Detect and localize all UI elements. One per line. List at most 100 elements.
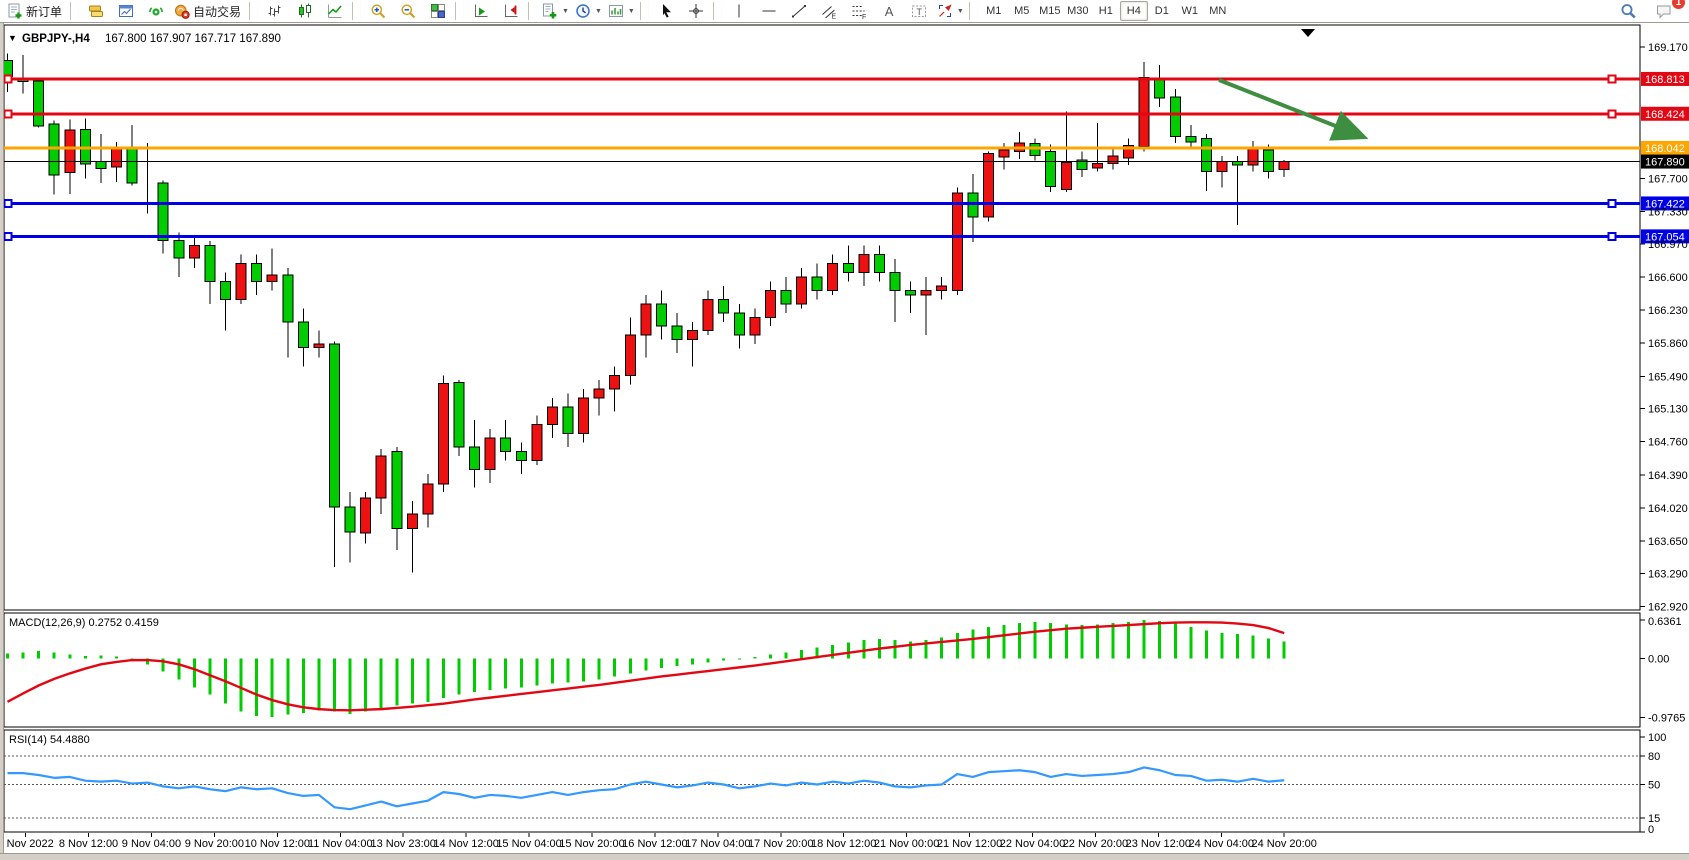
zoom-in-button[interactable] — [363, 0, 393, 22]
open-chart-button[interactable] — [111, 0, 141, 22]
candlestick — [687, 321, 699, 367]
chart-shift-marker-icon[interactable] — [1301, 29, 1315, 37]
trendline-button[interactable] — [784, 0, 814, 22]
price-axis[interactable]: 169.170 167.700 167.330 166.970 166.600 166.2… — [1640, 42, 1688, 613]
search-button[interactable] — [1613, 0, 1643, 22]
cursor-icon — [662, 4, 671, 18]
line-chart-button[interactable] — [320, 0, 350, 22]
price-axis-label: 167.330 — [1648, 207, 1688, 219]
tile-windows-icon — [431, 4, 446, 18]
arrows-button[interactable]: ▼ — [934, 0, 967, 22]
indicators-icon — [543, 3, 557, 19]
channel-button[interactable]: E — [814, 0, 844, 22]
label-button[interactable]: T — [904, 0, 934, 22]
candlestick — [157, 180, 169, 254]
tile-windows-button[interactable] — [423, 0, 453, 22]
rsi-axis-label: 0 — [1648, 824, 1654, 836]
chart-shift-button[interactable] — [496, 0, 526, 22]
price-axis-label: 163.290 — [1648, 568, 1688, 580]
macd-axis-label: 0.6361 — [1648, 616, 1682, 628]
timeframe-button-h4[interactable]: H4 — [1119, 1, 1148, 21]
timeframe-button-mn[interactable]: MN — [1209, 5, 1227, 17]
pivot-line[interactable]: 168.042 — [4, 140, 1689, 155]
periods-icon — [576, 4, 590, 18]
candlestick — [796, 268, 808, 309]
support-line-1[interactable]: 167.422 — [3, 196, 1689, 211]
indicators-button[interactable]: ▼ — [539, 0, 572, 22]
timeframe-button-m30[interactable]: M30 — [1067, 5, 1089, 17]
time-axis-label: 14 Nov 12:00 — [433, 838, 498, 850]
price-axis-label: 165.860 — [1648, 338, 1688, 350]
new-order-icon — [8, 3, 22, 19]
timeframe-button-w1[interactable]: W1 — [1181, 5, 1199, 17]
candlestick — [437, 375, 449, 492]
rsi-line — [7, 766, 1285, 811]
horizontal-line-button[interactable] — [754, 0, 784, 22]
crosshair-button[interactable] — [681, 0, 711, 22]
rsi-axis-label: 50 — [1648, 780, 1660, 792]
support-line-2[interactable]: 167.054 — [3, 229, 1689, 244]
candlestick — [328, 341, 340, 567]
new-order-button[interactable]: 新订单 — [4, 0, 68, 22]
candlestick — [780, 277, 792, 313]
candlestick — [1029, 138, 1041, 161]
time-axis-label: 21 Nov 12:00 — [937, 838, 1002, 850]
candlestick — [827, 254, 839, 295]
candlestick — [749, 308, 761, 345]
current-price-line[interactable]: 167.890 — [4, 154, 1689, 169]
macd-panel — [3, 612, 1641, 728]
notifications-icon — [1657, 5, 1671, 19]
timeframe-button-d1[interactable]: D1 — [1154, 5, 1169, 17]
trend-arrow-annotation[interactable] — [1218, 78, 1369, 141]
candlestick — [1045, 144, 1057, 192]
channel-icon: E — [822, 6, 836, 19]
dropdown-caret-icon: ▼ — [594, 7, 602, 15]
time-axis[interactable]: 7 Nov 2022 8 Nov 12:00 9 Nov 04:00 9 Nov 20… — [0, 833, 1317, 850]
rsi-panel — [3, 729, 1641, 833]
macd-signal-line — [6, 621, 1285, 712]
price-axis-label: 163.650 — [1648, 536, 1688, 548]
profiles-button[interactable] — [81, 0, 111, 22]
candlestick — [1107, 147, 1119, 170]
timeframe-button-h1[interactable]: H1 — [1098, 5, 1113, 17]
notifications-button[interactable]: 1 — [1649, 0, 1685, 22]
vertical-line-button[interactable] — [724, 0, 754, 22]
price-label-text: 168.813 — [1645, 74, 1685, 86]
periods-button[interactable]: ▼ — [572, 0, 605, 22]
line-handle — [1607, 198, 1617, 208]
candlestick — [562, 393, 574, 448]
candlestick — [1060, 111, 1072, 192]
timeframe-button-m5[interactable]: M5 — [1014, 5, 1030, 17]
templates-button[interactable]: ▼ — [605, 0, 638, 22]
dropdown-caret-icon: ▼ — [562, 7, 569, 15]
toolbar-separator — [70, 2, 80, 20]
candlestick — [1200, 133, 1212, 192]
auto-scroll-button[interactable] — [466, 0, 496, 22]
bar-chart-button[interactable] — [260, 0, 290, 22]
resistance-line-1[interactable]: 168.813 — [3, 71, 1689, 86]
fibonacci-button[interactable]: F — [844, 0, 874, 22]
signals-button[interactable] — [141, 0, 171, 22]
zoom-out-button[interactable] — [393, 0, 423, 22]
zoom-in-icon — [371, 4, 386, 19]
text-button[interactable]: A — [874, 0, 904, 22]
autotrading-button[interactable]: 自动交易 — [171, 0, 247, 22]
candlestick — [593, 379, 605, 416]
time-axis-label: 10 Nov 12:00 — [245, 838, 310, 850]
chart-area[interactable]: 168.813 168.424 168.042 167.890 167.422 167.0… — [0, 23, 1689, 860]
symbol-dropdown-icon[interactable]: ▼ — [8, 33, 17, 43]
line-chart-icon — [328, 4, 342, 18]
candlestick — [905, 281, 917, 313]
candlestick — [967, 174, 979, 243]
chart-shift-icon — [505, 4, 518, 17]
cursor-button[interactable] — [651, 0, 681, 22]
candlestick — [718, 285, 730, 322]
timeframe-button-m15[interactable]: M15 — [1039, 5, 1061, 17]
timeframe-button-m1[interactable]: M1 — [986, 5, 1002, 17]
candlestick — [936, 277, 948, 300]
candlestick — [219, 272, 231, 331]
candlestick — [546, 397, 558, 439]
candlestick — [1169, 89, 1181, 143]
candlestick-chart-button[interactable] — [290, 0, 320, 22]
price-label-box — [1641, 229, 1689, 244]
